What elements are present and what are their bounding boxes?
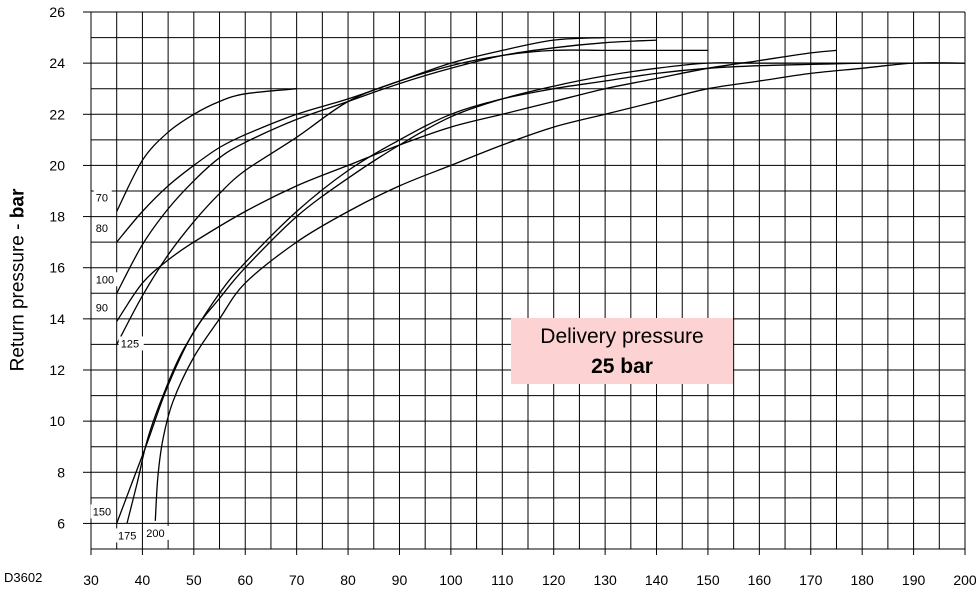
x-tick-label: 90: [392, 572, 408, 588]
curve-100: [116, 39, 657, 294]
x-tick-label: 110: [491, 572, 514, 588]
curve-label-bg: [93, 300, 112, 315]
x-tick-label: 190: [902, 572, 926, 588]
curve-200: [154, 62, 966, 521]
x-tick-label: 120: [542, 572, 566, 588]
curve-label-bg: [93, 272, 119, 287]
y-tick-label: 8: [57, 464, 65, 480]
x-tick-label: 150: [696, 572, 720, 588]
curve-label-175: 175: [118, 530, 136, 542]
curve-70: [116, 88, 297, 212]
curve-label-90: 90: [96, 302, 108, 314]
curve-label-bg: [118, 336, 144, 351]
y-tick-label: 6: [57, 515, 65, 531]
curve-label-70: 70: [96, 192, 108, 204]
y-tick-label: 26: [49, 4, 65, 20]
delivery-pressure-annotation: Delivery pressure 25 bar: [511, 318, 733, 384]
figure-code: D3602: [4, 570, 43, 585]
y-tick-label: 24: [49, 55, 65, 71]
annotation-line-1: Delivery pressure: [540, 325, 704, 348]
curve-label-200: 200: [146, 528, 164, 540]
annotation-line-2: 25 bar: [591, 355, 653, 378]
curve-label-bg: [93, 221, 112, 236]
y-axis-label-text: Return pressure -: [7, 218, 29, 372]
y-tick-label: 16: [49, 260, 65, 276]
y-axis-label: Return pressure - bar: [6, 120, 30, 440]
y-tick-label: 22: [49, 106, 65, 122]
curve-80: [116, 36, 606, 243]
x-tick-label: 170: [799, 572, 823, 588]
curve-label-80: 80: [96, 223, 108, 235]
curve-label-150: 150: [93, 506, 111, 518]
x-tick-label: 30: [83, 572, 99, 588]
y-tick-label: 10: [49, 413, 65, 429]
x-tick-label: 200: [953, 572, 976, 588]
curve-label-100: 100: [96, 274, 114, 286]
x-tick-label: 100: [439, 572, 463, 588]
curve-125: [116, 49, 708, 345]
x-tick-label: 80: [340, 572, 356, 588]
x-tick-label: 40: [135, 572, 151, 588]
x-tick-label: 140: [645, 572, 669, 588]
y-tick-label: 12: [49, 362, 65, 378]
curve-label-bg: [93, 190, 112, 205]
x-tick-label: 130: [593, 572, 617, 588]
x-tick-label: 180: [850, 572, 874, 588]
y-tick-label: 14: [49, 311, 65, 327]
x-tick-label: 50: [186, 572, 202, 588]
curve-label-bg: [90, 504, 116, 519]
curve-150: [116, 62, 965, 524]
y-axis-label-unit: bar: [7, 188, 29, 219]
curve-label-bg: [115, 528, 141, 543]
curve-90: [116, 49, 837, 322]
curve-label-bg: [144, 525, 170, 540]
curve-label-125: 125: [121, 338, 139, 350]
curve-175: [126, 62, 863, 524]
x-tick-label: 70: [289, 572, 305, 588]
y-tick-label: 20: [49, 157, 65, 173]
y-tick-label: 18: [49, 209, 65, 225]
x-tick-label: 60: [237, 572, 253, 588]
x-tick-label: 160: [748, 572, 772, 588]
